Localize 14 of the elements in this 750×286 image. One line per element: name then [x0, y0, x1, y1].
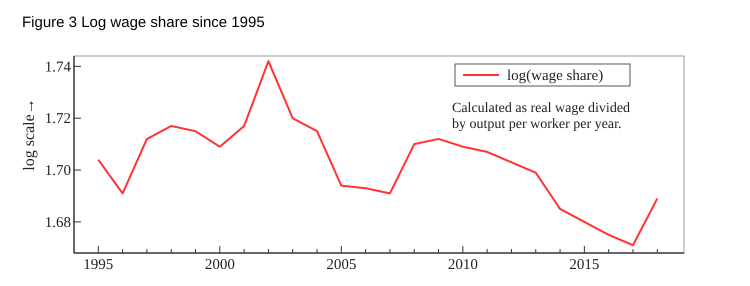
chart-title: Figure 3 Log wage share since 1995: [22, 14, 265, 31]
y-tick-label: 1.74: [44, 59, 72, 76]
x-tick-label: 2015: [569, 257, 600, 273]
x-tick-label: 2005: [326, 257, 356, 273]
y-tick-label: 1.72: [44, 111, 71, 128]
x-tick-label: 2000: [204, 257, 235, 273]
x-tick-label: 1995: [83, 257, 114, 273]
annotation: Calculated as real wage divided by output per worker per year.: [452, 101, 630, 132]
y-tick-label: 1.68: [44, 214, 71, 231]
line-series: [97, 60, 658, 246]
legend-label: log(wage share): [507, 68, 604, 84]
y-axis-title: log scale→: [21, 98, 38, 171]
y-tick-label: 1.70: [44, 163, 71, 180]
x-tick-label: 2010: [448, 257, 478, 273]
